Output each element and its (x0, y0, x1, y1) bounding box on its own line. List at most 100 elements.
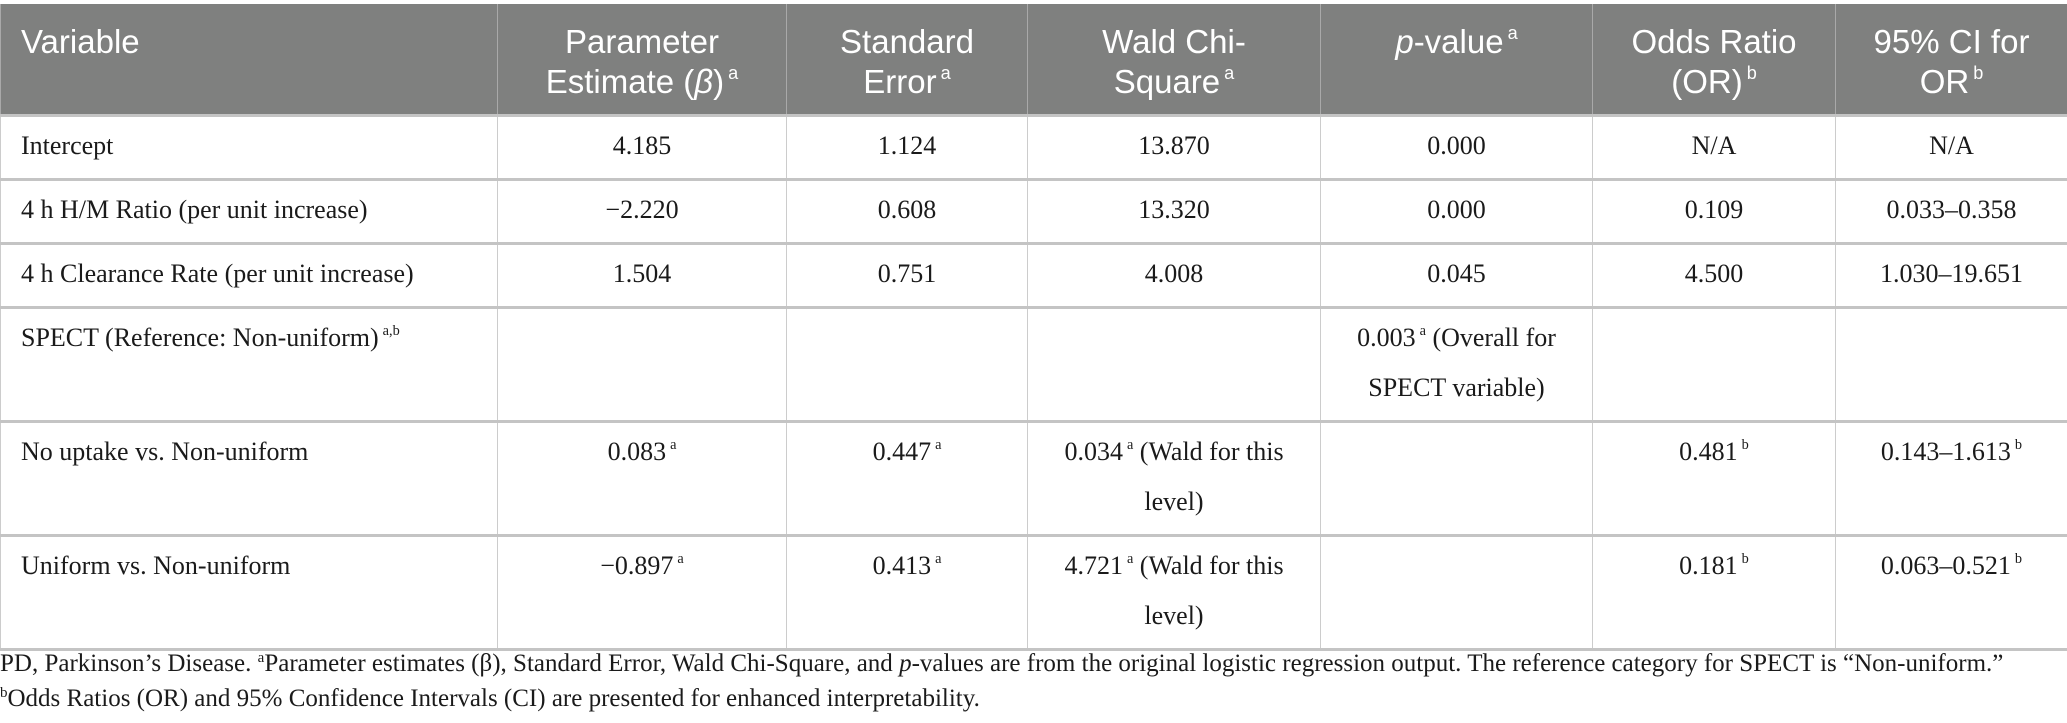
cell-footnote-mark: a (670, 436, 677, 453)
header-italic: p (1395, 23, 1414, 60)
table-row: No uptake vs. Non-uniform 0.083 a 0.447 a 0.0… (0, 419, 2067, 537)
row-label-cell: Intercept (0, 113, 498, 181)
table-cell (1027, 305, 1321, 423)
cell-value: 4.721 (1064, 550, 1123, 580)
header-text-post: -value (1413, 23, 1504, 60)
row-label-cell: 4 h H/M Ratio (per unit increase) (0, 177, 498, 245)
header-text-post: ) (713, 63, 725, 100)
header-footnote-mark: a (728, 63, 739, 84)
footnote-a-1: Parameter estimates (β), Standard Error,… (264, 650, 900, 677)
table-cell: 0.181 b (1592, 533, 1836, 651)
column-header: Standard Error a (786, 4, 1028, 115)
column-header: Odds Ratio (OR) b (1592, 4, 1836, 115)
footnote-a-2: -values are from the original logistic r… (911, 650, 2004, 677)
footnote-lead: PD, Parkinson’s Disease. (0, 650, 258, 677)
cell-value: 4 h H/M Ratio (per unit increase) (21, 194, 368, 224)
cell-value: 4 h Clearance Rate (per unit increase) (21, 258, 414, 288)
table-cell: 4.008 (1027, 241, 1321, 309)
table-row: Intercept 4.185 1.124 13.870 0.000 N/A N/A (0, 113, 2067, 181)
table-cell: 0.063–0.521 b (1835, 533, 2067, 651)
table-footnote: PD, Parkinson’s Disease. aParameter esti… (0, 646, 2060, 716)
footnote-sup-a: a (257, 650, 265, 666)
table-cell: 0.109 (1592, 177, 1836, 245)
cell-value: No uptake vs. Non-uniform (21, 436, 309, 466)
cell-value: 4.008 (1144, 258, 1204, 288)
table-cell: 13.320 (1027, 177, 1321, 245)
header-footnote-mark: b (1973, 63, 1984, 84)
table-cell: 0.751 (786, 241, 1028, 309)
header-text: Standard Error (840, 23, 974, 100)
cell-value: N/A (1691, 130, 1737, 160)
cell-value: −2.220 (605, 194, 679, 224)
table-cell: −0.897 a (497, 533, 787, 651)
cell-footnote-mark: a (677, 550, 684, 567)
cell-footnote-mark: b (2014, 550, 2023, 567)
cell-value: SPECT (Reference: Non-uniform) (21, 322, 379, 352)
cell-footnote-mark: a (1419, 322, 1426, 339)
header-footnote-mark: a (1507, 23, 1518, 44)
table-cell: 0.447 a (786, 419, 1028, 537)
header-footnote-mark: b (1746, 63, 1757, 84)
table-row: Uniform vs. Non-uniform −0.897 a 0.413 a 4.72… (0, 533, 2067, 651)
header-text: 95% CI for OR (1873, 23, 2030, 100)
cell-value: 0.751 (877, 258, 937, 288)
table-cell: 0.481 b (1592, 419, 1836, 537)
cell-note: (Overall for SPECT variable) (1368, 322, 1556, 402)
table-cell (1835, 305, 2067, 423)
row-label-cell: 4 h Clearance Rate (per unit increase) (0, 241, 498, 309)
table-row: SPECT (Reference: Non-uniform) a,b 0.003 a … (0, 305, 2067, 423)
cell-value: Uniform vs. Non-uniform (21, 550, 291, 580)
cell-value: 0.083 (607, 436, 667, 466)
footnote-a-italic: p (899, 650, 912, 677)
footnote-b: Odds Ratios (OR) and 95% Confidence Inte… (7, 685, 980, 712)
column-header: Wald Chi-Square a (1027, 4, 1321, 115)
table-cell: 0.608 (786, 177, 1028, 245)
cell-footnote-mark: a (1126, 550, 1134, 567)
cell-footnote-mark: a (935, 550, 942, 567)
cell-value: 0.447 (872, 436, 932, 466)
cell-note: (Wald for this level) (1139, 436, 1284, 516)
column-header: Variable (0, 4, 498, 115)
cell-value: 0.109 (1684, 194, 1744, 224)
table-cell: 0.000 (1320, 113, 1593, 181)
cell-value: N/A (1929, 130, 1974, 160)
cell-value: 0.003 (1357, 322, 1416, 352)
cell-value: 0.045 (1427, 258, 1486, 288)
table-cell (1320, 533, 1593, 651)
table-cell: 4.185 (497, 113, 787, 181)
table-cell: 0.083 a (497, 419, 787, 537)
cell-value: −0.897 (600, 550, 674, 580)
column-header: p-value a (1320, 4, 1593, 115)
header-italic: β (694, 63, 714, 100)
table-header-row: Variable Parameter Estimate (β) a Standard … (0, 4, 2067, 115)
header-text: Wald Chi-Square (1102, 23, 1246, 100)
table-cell: N/A (1835, 113, 2067, 181)
cell-value: 0.181 (1679, 550, 1738, 580)
row-label-cell: SPECT (Reference: Non-uniform) a,b (0, 305, 498, 423)
cell-value: 0.000 (1427, 130, 1486, 160)
table-cell: 4.721 a (Wald for this level) (1027, 533, 1321, 651)
table-cell: 0.033–0.358 (1835, 177, 2067, 245)
cell-value: Intercept (21, 130, 114, 160)
table-cell: 0.143–1.613 b (1835, 419, 2067, 537)
cell-value: 0.000 (1427, 194, 1486, 224)
table-cell (786, 305, 1028, 423)
header-text: Odds Ratio (OR) (1631, 23, 1797, 100)
cell-value: 1.124 (877, 130, 937, 160)
table-cell: 0.045 (1320, 241, 1593, 309)
row-label-cell: No uptake vs. Non-uniform (0, 419, 498, 537)
cell-value: 13.870 (1138, 130, 1210, 160)
header-text: Parameter Estimate ( (545, 23, 720, 100)
cell-value: 4.185 (612, 130, 672, 160)
column-header: Parameter Estimate (β) a (497, 4, 787, 115)
cell-value: 0.063–0.521 (1880, 550, 2011, 580)
table-cell (1320, 419, 1593, 537)
header-footnote-mark: a (940, 63, 951, 84)
cell-footnote-mark: a,b (382, 322, 400, 339)
table-cell: 0.413 a (786, 533, 1028, 651)
table-cell (1592, 305, 1836, 423)
cell-footnote-mark: b (2014, 436, 2023, 453)
footnote-sup-b: b (0, 685, 8, 701)
table-cell: −2.220 (497, 177, 787, 245)
cell-footnote-mark: a (1126, 436, 1134, 453)
